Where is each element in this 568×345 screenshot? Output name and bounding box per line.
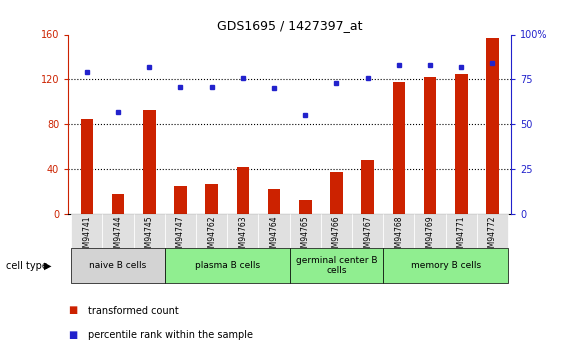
Text: GSM94771: GSM94771	[457, 216, 466, 257]
Bar	[424, 77, 436, 214]
Bar	[455, 74, 467, 214]
Text: GSM94744: GSM94744	[114, 216, 123, 257]
Bar	[268, 189, 281, 214]
Text: GSM94763: GSM94763	[239, 216, 248, 257]
Title: GDS1695 / 1427397_at: GDS1695 / 1427397_at	[217, 19, 362, 32]
Text: GSM94745: GSM94745	[145, 216, 154, 257]
FancyBboxPatch shape	[102, 214, 133, 248]
FancyBboxPatch shape	[383, 214, 415, 248]
Text: GSM94766: GSM94766	[332, 216, 341, 257]
Text: GSM94741: GSM94741	[82, 216, 91, 257]
Text: GSM94762: GSM94762	[207, 216, 216, 257]
Text: GSM94768: GSM94768	[394, 216, 403, 257]
Text: GSM94772: GSM94772	[488, 216, 497, 257]
FancyBboxPatch shape	[415, 214, 446, 248]
Text: GSM94765: GSM94765	[301, 216, 310, 257]
Text: GSM94767: GSM94767	[363, 216, 372, 257]
Bar	[361, 160, 374, 214]
Text: ▶: ▶	[44, 261, 51, 270]
FancyBboxPatch shape	[290, 248, 383, 283]
FancyBboxPatch shape	[165, 214, 196, 248]
FancyBboxPatch shape	[477, 214, 508, 248]
Bar	[174, 186, 187, 214]
Text: percentile rank within the sample: percentile rank within the sample	[88, 330, 253, 339]
FancyBboxPatch shape	[258, 214, 290, 248]
Text: germinal center B
cells: germinal center B cells	[296, 256, 377, 275]
Bar	[299, 200, 311, 214]
Bar	[392, 81, 405, 214]
Text: GSM94769: GSM94769	[425, 216, 435, 257]
Bar	[330, 172, 343, 214]
Text: transformed count: transformed count	[88, 306, 179, 315]
Bar	[143, 110, 156, 214]
Bar	[81, 119, 93, 214]
Text: ■: ■	[68, 306, 77, 315]
FancyBboxPatch shape	[71, 214, 102, 248]
Text: GSM94747: GSM94747	[176, 216, 185, 257]
Bar	[486, 38, 499, 214]
FancyBboxPatch shape	[321, 214, 352, 248]
Bar	[237, 167, 249, 214]
FancyBboxPatch shape	[290, 214, 321, 248]
FancyBboxPatch shape	[196, 214, 227, 248]
FancyBboxPatch shape	[383, 248, 508, 283]
Text: ■: ■	[68, 330, 77, 339]
Text: memory B cells: memory B cells	[411, 261, 481, 270]
FancyBboxPatch shape	[71, 248, 165, 283]
Text: plasma B cells: plasma B cells	[195, 261, 260, 270]
FancyBboxPatch shape	[227, 214, 258, 248]
Bar	[206, 184, 218, 214]
FancyBboxPatch shape	[165, 248, 290, 283]
FancyBboxPatch shape	[352, 214, 383, 248]
Text: cell type: cell type	[6, 261, 48, 270]
Text: naive B cells: naive B cells	[89, 261, 147, 270]
Bar	[112, 194, 124, 214]
Text: GSM94764: GSM94764	[270, 216, 278, 257]
FancyBboxPatch shape	[133, 214, 165, 248]
FancyBboxPatch shape	[446, 214, 477, 248]
